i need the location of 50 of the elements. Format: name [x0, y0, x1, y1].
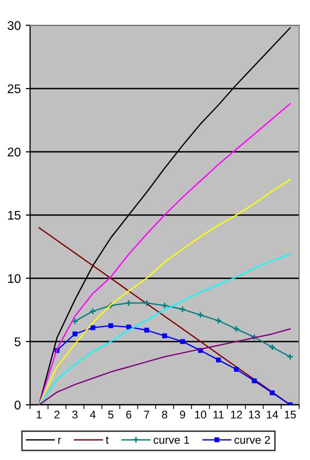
point — [234, 366, 239, 372]
legend-label: r — [58, 438, 62, 444]
point — [197, 312, 204, 318]
y-tick-label: 10 — [8, 274, 21, 283]
x-tick-label: 9 — [180, 410, 186, 419]
point — [216, 357, 221, 362]
point — [108, 323, 114, 328]
point — [232, 325, 240, 332]
x-tick-label: 8 — [162, 410, 168, 419]
point — [180, 339, 185, 344]
x-tick-label: 7 — [144, 410, 150, 418]
point — [268, 344, 276, 351]
point — [162, 333, 168, 338]
point — [89, 308, 96, 315]
point — [270, 390, 275, 396]
point — [252, 378, 257, 384]
y-tick-label: 25 — [8, 84, 21, 94]
point — [179, 306, 186, 313]
x-tick-label: 2 — [54, 410, 60, 418]
point — [250, 334, 258, 341]
point — [107, 302, 114, 309]
point — [161, 302, 168, 309]
y-tick-label: 15 — [8, 210, 21, 220]
point — [90, 325, 96, 330]
x-tick-label: 11 — [214, 410, 224, 418]
y-tick-label: 5 — [14, 337, 21, 346]
x-tick-label: 3 — [72, 410, 78, 419]
point — [143, 299, 150, 306]
y-tick-label: 20 — [8, 148, 21, 156]
x-tick-label: 13 — [248, 410, 260, 419]
x-tick-label: 12 — [231, 410, 242, 418]
x-tick-label: 1 — [36, 410, 42, 418]
line-series — [38, 103, 291, 405]
legend-label: t — [106, 436, 109, 444]
y-tick-label: 0 — [14, 400, 21, 410]
x-tick-label: 6 — [126, 410, 132, 419]
point — [125, 299, 132, 306]
legend-label: curve 2 — [234, 436, 270, 444]
line-series — [38, 179, 291, 405]
x-tick-label: 4 — [90, 410, 96, 418]
point — [126, 324, 132, 330]
x-tick-label: 15 — [284, 410, 296, 419]
y-tick-label: 30 — [8, 21, 21, 30]
point — [144, 328, 150, 333]
x-tick-label: 14 — [266, 410, 278, 418]
x-tick-label: 10 — [195, 410, 206, 419]
x-tick-label: 5 — [108, 410, 114, 419]
point — [214, 317, 222, 324]
legend-label: curve 1 — [154, 436, 190, 444]
point — [72, 332, 78, 336]
